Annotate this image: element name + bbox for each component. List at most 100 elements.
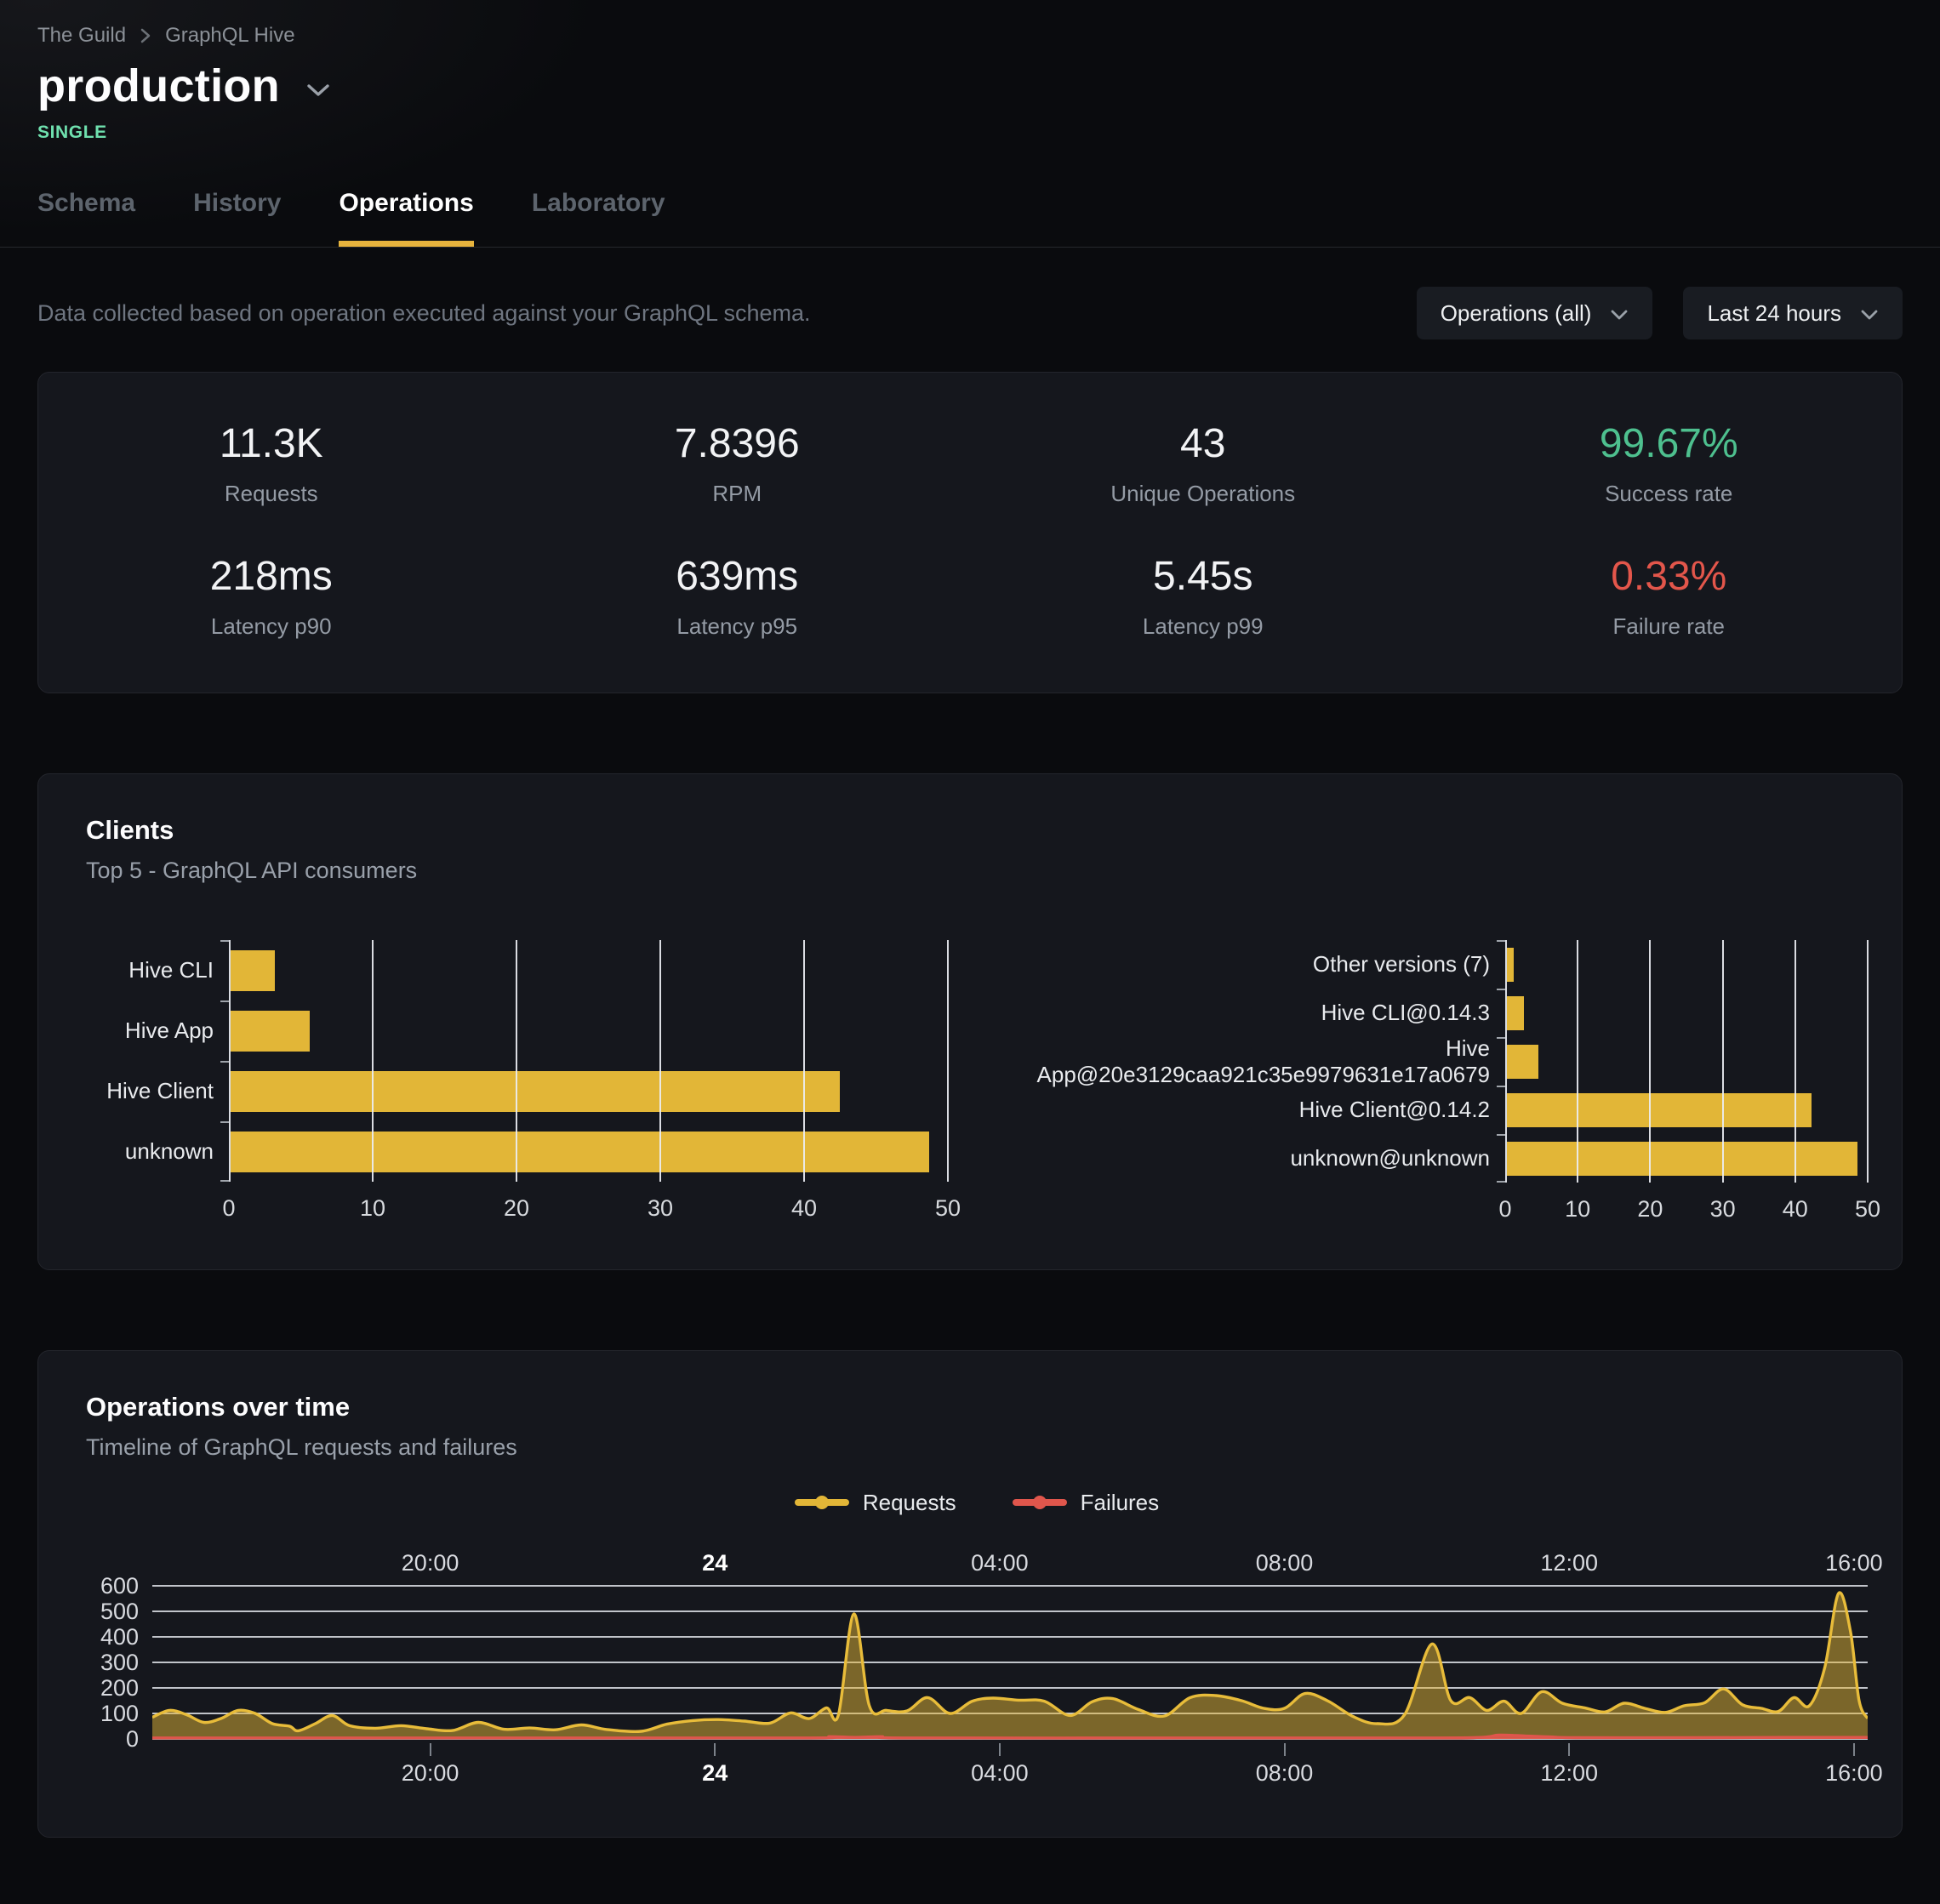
failures-line[interactable] — [152, 1735, 1868, 1737]
gridline-20 — [516, 940, 517, 1182]
y-axis-tick — [220, 1061, 229, 1063]
operations-filter-label: Operations (all) — [1440, 299, 1592, 326]
bar-row-unknown — [229, 1121, 948, 1182]
target-type-badge: SINGLE — [37, 123, 107, 142]
gridline-10 — [372, 940, 374, 1182]
clients-subtitle: Top 5 - GraphQL API consumers — [86, 858, 418, 883]
legend-item-requests[interactable]: Requests — [794, 1488, 956, 1517]
stat-label-latency-p99: Latency p99 — [1142, 613, 1264, 639]
bar-row-hive-cli — [229, 940, 948, 1000]
bar-row-hive-client — [229, 1061, 948, 1121]
gridline-30 — [659, 940, 661, 1182]
x-tick-40: 40 — [790, 1195, 818, 1221]
y-axis-line — [229, 940, 231, 1182]
bottom-axis-tick-24 — [714, 1743, 716, 1756]
stat-failure-rate: 0.33% Failure rate — [1436, 553, 1903, 640]
bar-label-hive-cli: Hive CLI — [128, 957, 214, 983]
timeline-legend: Requests Failures — [86, 1488, 1868, 1517]
tab-schema[interactable]: Schema — [37, 189, 136, 217]
bottom-axis-tick-04-00 — [998, 1743, 1001, 1756]
bar-label-hive-cli-0-14-3: Hive CLI@0.14.3 — [1321, 1000, 1490, 1025]
target-switcher-chevron-down-icon[interactable] — [305, 83, 331, 98]
bottom-axis-label-08-00: 08:00 — [1255, 1760, 1314, 1786]
legend-item-failures[interactable]: Failures — [1012, 1488, 1159, 1517]
tab-operations[interactable]: Operations — [339, 189, 475, 247]
bar-unknown-unknown[interactable] — [1505, 1141, 1858, 1176]
bar-hive-cli-0-14-3[interactable] — [1505, 995, 1525, 1030]
stats-summary-panel: 11.3K Requests 7.8396 RPM 43 Unique Operation… — [37, 372, 1903, 693]
bottom-axis-tick-20-00 — [429, 1743, 431, 1756]
bottom-axis-label-24: 24 — [702, 1760, 728, 1786]
x-tick-20: 20 — [1637, 1196, 1663, 1222]
gridline-40 — [803, 940, 805, 1182]
operations-over-time-panel: Operations over time Timeline of GraphQL… — [37, 1350, 1903, 1838]
bottom-axis-label-04-00: 04:00 — [971, 1760, 1029, 1786]
y-axis-tick — [220, 1000, 229, 1002]
timeline-svg — [152, 1582, 1868, 1743]
y-axis-tick — [1497, 1086, 1505, 1087]
top-axis-label-04-00: 04:00 — [971, 1550, 1029, 1576]
bar-other-versions-7[interactable] — [1505, 947, 1515, 982]
clients-title: Clients — [86, 815, 174, 845]
bar-hive-app[interactable] — [229, 1010, 310, 1052]
page-title: production — [37, 60, 280, 111]
requests-area — [152, 1592, 1868, 1739]
y-axis-tick — [1497, 1037, 1505, 1039]
date-range-dropdown[interactable]: Last 24 hours — [1683, 287, 1903, 339]
legend-requests-marker-icon — [794, 1488, 849, 1517]
stat-requests: 11.3K Requests — [38, 420, 505, 507]
chevron-down-icon — [1610, 300, 1629, 327]
bar-hive-app-20e3129caa921c35e9979631e17a0679[interactable] — [1505, 1044, 1539, 1079]
bar-row-other-versions-7 — [1505, 940, 1868, 989]
bottom-axis-tick-12-00 — [1568, 1743, 1571, 1756]
tab-history[interactable]: History — [193, 189, 282, 217]
breadcrumb: The Guild GraphQL Hive — [37, 24, 1903, 48]
top-axis-label-12-00: 12:00 — [1540, 1550, 1598, 1576]
bar-label-unknown: unknown — [124, 1138, 214, 1164]
y-axis-label-500: 500 — [100, 1599, 139, 1624]
legend-label-requests: Requests — [862, 1489, 956, 1515]
bottom-axis-label-12-00: 12:00 — [1540, 1760, 1598, 1786]
stat-value-rpm: 7.8396 — [674, 421, 800, 466]
stat-success-rate: 99.67% Success rate — [1436, 420, 1903, 507]
bar-row-hive-app-20e3129caa921c35e9979631e17a0679 — [1505, 1037, 1868, 1086]
stat-label-success-rate: Success rate — [1605, 481, 1733, 506]
y-axis-label-600: 600 — [100, 1573, 139, 1599]
stat-latency-p90: 218ms Latency p90 — [38, 553, 505, 640]
gridline-50 — [947, 940, 949, 1182]
tab-laboratory[interactable]: Laboratory — [531, 189, 665, 217]
breadcrumb-project[interactable]: GraphQL Hive — [165, 24, 295, 47]
bar-label-unknown-unknown: unknown@unknown — [1290, 1145, 1490, 1171]
bar-row-hive-client-0-14-2 — [1505, 1086, 1868, 1134]
stat-value-requests: 11.3K — [219, 421, 323, 466]
top-axis-label-24: 24 — [702, 1550, 728, 1576]
timeline-chart: 20:00 24 04:00 08:00 12:00 16:00 0 100 200 300 400… — [86, 1542, 1883, 1798]
breadcrumb-org[interactable]: The Guild — [37, 24, 127, 47]
bottom-axis-tick-16-00 — [1852, 1743, 1855, 1756]
target-tabs: Schema History Operations Laboratory — [0, 189, 1940, 248]
stat-value-unique-operations: 43 — [1180, 421, 1226, 466]
stat-unique-operations: 43 Unique Operations — [970, 420, 1436, 507]
x-tick-0: 0 — [222, 1195, 236, 1221]
y-axis-label-400: 400 — [100, 1624, 139, 1650]
x-tick-10: 10 — [359, 1195, 386, 1221]
timeline-top-axis: 20:00 24 04:00 08:00 12:00 16:00 — [152, 1542, 1883, 1582]
stat-latency-p99: 5.45s Latency p99 — [970, 553, 1436, 640]
bar-label-hive-client-0-14-2: Hive Client@0.14.2 — [1298, 1097, 1490, 1122]
x-tick-30: 30 — [1709, 1196, 1736, 1222]
y-axis-label-200: 200 — [100, 1675, 139, 1701]
x-tick-0: 0 — [1498, 1196, 1512, 1222]
y-axis-label-300: 300 — [100, 1650, 139, 1675]
bar-hive-cli[interactable] — [229, 949, 276, 991]
stat-label-unique-operations: Unique Operations — [1110, 481, 1296, 506]
bar-hive-client[interactable] — [229, 1070, 841, 1112]
gridline-20 — [1649, 940, 1652, 1183]
requests-line[interactable] — [152, 1593, 1868, 1731]
operations-filter-dropdown[interactable]: Operations (all) — [1416, 287, 1653, 339]
y-axis-line — [1505, 940, 1507, 1183]
bar-unknown[interactable] — [229, 1131, 930, 1172]
bar-label-hive-app-20e3129caa921c35e9979631e17a0679: Hive App@20e3129caa921c35e9979631e17a067… — [1036, 1035, 1490, 1087]
bar-hive-client-0-14-2[interactable] — [1505, 1092, 1812, 1127]
y-axis-tick — [1497, 940, 1505, 942]
x-tick-50: 50 — [1854, 1196, 1881, 1222]
